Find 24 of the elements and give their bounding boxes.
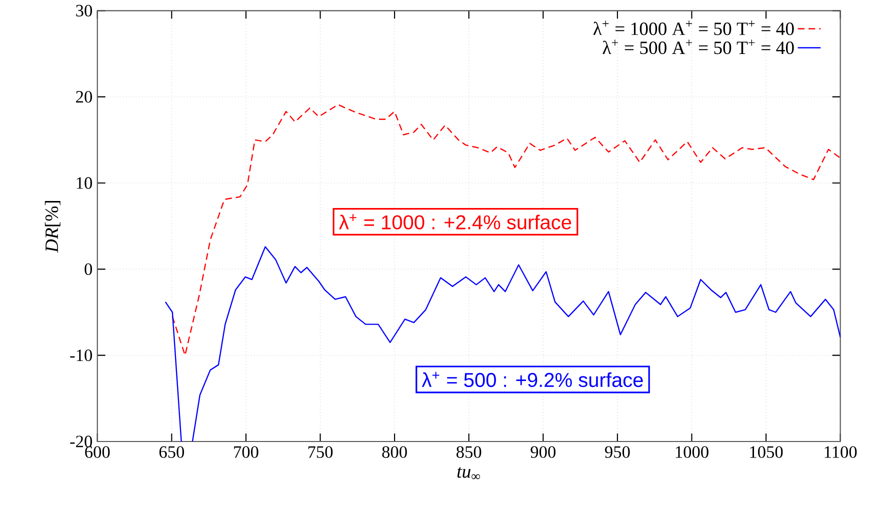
y-tick-label: -10	[70, 350, 92, 362]
x-tick-label: 800	[382, 446, 407, 458]
y-tick-label: -20	[70, 436, 92, 448]
y-tick-label: 30	[76, 4, 92, 17]
x-tick-label: 850	[456, 446, 482, 458]
legend-label: λ$^{+}$ = 1000 A$^{+}$ = 50 T$^{+}$ = 40	[593, 20, 794, 36]
x-tick-label: 900	[530, 446, 556, 458]
annotation: λ$^{+}$ = 500 : +9.2% surface	[422, 372, 643, 388]
y-tick-label: 20	[76, 91, 92, 103]
y-tick-label: 10	[76, 177, 92, 189]
legend-label: λ$^{+}$ = 500 A$^{+}$ = 50 T$^{+}$ = 40	[602, 40, 794, 54]
y-axis-title: DR[%]	[44, 201, 60, 253]
x-tick-label: 1000	[676, 446, 708, 458]
x-tick-label: 650	[159, 446, 184, 458]
x-axis-title: tu$_{∞}$	[457, 467, 480, 480]
x-tick-label: 1050	[750, 446, 783, 458]
line-series	[172, 104, 840, 356]
x-tick-label: 600	[85, 446, 110, 458]
y-tick-label: 0	[84, 263, 92, 276]
x-tick-label: 700	[234, 446, 258, 458]
annotation: λ$^{+}$ = 1000 : +2.4% surface	[339, 214, 572, 230]
x-tick-label: 950	[605, 446, 630, 458]
x-tick-label: 750	[308, 446, 333, 458]
x-tick-label: 1100	[824, 446, 857, 458]
